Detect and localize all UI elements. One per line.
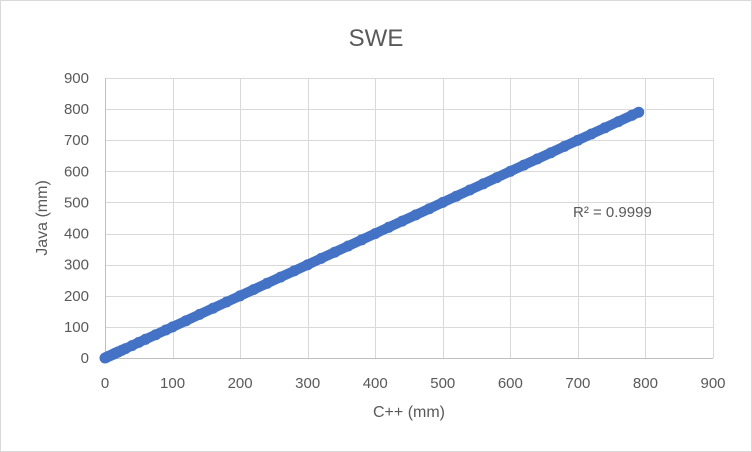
data-point (396, 215, 408, 227)
data-point (410, 209, 422, 221)
x-tick-label: 900 (700, 375, 725, 392)
data-point (369, 228, 381, 240)
data-point (518, 159, 530, 171)
x-tick-label: 0 (101, 375, 109, 392)
data-point (450, 190, 462, 202)
data-point (221, 296, 233, 308)
data-point (585, 128, 597, 140)
data-point (180, 315, 192, 327)
chart-title: SWE (349, 25, 404, 52)
y-tick-label: 0 (81, 350, 89, 367)
data-point (140, 333, 151, 345)
y-tick-label: 300 (64, 257, 89, 274)
y-axis-title: Java (mm) (34, 180, 51, 256)
x-tick-labels: 0 100 200 300 400 500 600 700 800 900 (101, 375, 726, 392)
y-tick-label: 100 (64, 319, 89, 336)
data-point (558, 140, 570, 152)
data-point (315, 252, 327, 264)
data-point (261, 277, 273, 289)
x-tick-label: 600 (498, 375, 523, 392)
data-point (234, 290, 246, 302)
y-tick-label: 400 (64, 226, 89, 243)
y-tick-label: 200 (64, 288, 89, 305)
data-point (383, 221, 395, 233)
y-tick-label: 700 (64, 132, 89, 149)
axes (105, 78, 713, 359)
data-point (477, 178, 489, 190)
data-point (464, 184, 476, 196)
r-squared-annotation: R² = 0.9999 (573, 204, 652, 221)
y-tick-label: 600 (64, 163, 89, 180)
y-tick-label: 900 (64, 70, 89, 87)
data-point (248, 284, 260, 296)
data-series (99, 106, 645, 364)
data-point (437, 196, 449, 208)
data-point (572, 134, 584, 146)
data-point (194, 308, 206, 320)
data-point (356, 234, 368, 246)
data-point (491, 172, 503, 184)
data-point (531, 153, 543, 165)
x-tick-label: 300 (295, 375, 320, 392)
grid-lines (105, 78, 714, 358)
x-tick-label: 400 (363, 375, 388, 392)
data-point (150, 329, 162, 341)
data-point (329, 246, 341, 258)
x-tick-label: 200 (228, 375, 253, 392)
data-point (342, 240, 354, 252)
data-point (599, 122, 611, 134)
data-point (545, 147, 557, 159)
data-point (612, 116, 624, 128)
x-tick-label: 100 (160, 375, 185, 392)
data-point (275, 271, 287, 283)
y-tick-label: 800 (64, 101, 89, 118)
data-point (288, 265, 300, 277)
x-axis-title: C++ (mm) (373, 404, 445, 421)
data-point (423, 203, 435, 215)
x-tick-label: 800 (633, 375, 658, 392)
x-tick-label: 700 (565, 375, 590, 392)
data-point (167, 321, 179, 333)
x-tick-label: 500 (430, 375, 455, 392)
y-tick-labels: 0 100 200 300 400 500 600 700 800 900 (64, 70, 89, 367)
data-point (504, 165, 516, 177)
data-point (302, 259, 314, 271)
data-point (633, 106, 645, 118)
y-tick-label: 500 (64, 194, 89, 211)
data-point (207, 302, 219, 314)
